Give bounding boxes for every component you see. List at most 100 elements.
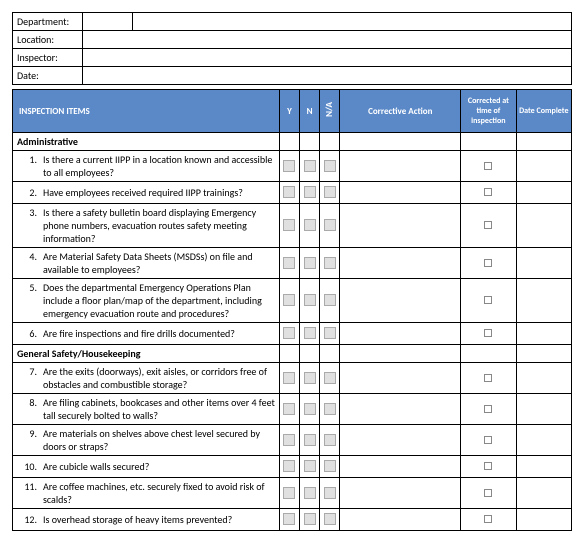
checkbox-na[interactable]	[324, 294, 336, 306]
checkbox-n[interactable]	[304, 460, 316, 472]
corrected-checkbox[interactable]	[484, 489, 492, 497]
date-complete-cell[interactable]	[516, 425, 571, 456]
corrected-checkbox[interactable]	[484, 162, 492, 170]
corrected-cell	[461, 204, 516, 248]
corrected-checkbox[interactable]	[484, 436, 492, 444]
checkbox-y[interactable]	[283, 186, 295, 198]
cell-y	[279, 456, 299, 478]
checkbox-y[interactable]	[283, 219, 295, 231]
corrective-action-cell[interactable]	[340, 394, 461, 425]
item-cell: 11.Are coffee machines, etc. securely fi…	[13, 478, 280, 509]
checkbox-na[interactable]	[324, 160, 336, 172]
checkbox-n[interactable]	[304, 487, 316, 499]
date-complete-cell[interactable]	[516, 204, 571, 248]
checkbox-n[interactable]	[304, 372, 316, 384]
table-row: 3.Is there a safety bulletin board displ…	[13, 204, 572, 248]
item-text: Are filing cabinets, bookcases and other…	[43, 396, 277, 422]
date-complete-cell[interactable]	[516, 478, 571, 509]
table-row: 12.Is overhead storage of heavy items pr…	[13, 509, 572, 531]
meta-table: Department: Location: Inspector: Date:	[12, 12, 572, 85]
date-complete-cell[interactable]	[516, 151, 571, 182]
date-field[interactable]	[83, 67, 572, 85]
checkbox-na[interactable]	[324, 257, 336, 269]
checkbox-y[interactable]	[283, 460, 295, 472]
corrected-checkbox[interactable]	[484, 329, 492, 337]
corrected-checkbox[interactable]	[484, 259, 492, 267]
corrective-action-cell[interactable]	[340, 478, 461, 509]
checkbox-y[interactable]	[283, 434, 295, 446]
item-number: 3.	[17, 206, 43, 245]
corrective-action-cell[interactable]	[340, 151, 461, 182]
cell-na	[320, 204, 340, 248]
checkbox-na[interactable]	[324, 487, 336, 499]
cell-n	[300, 425, 320, 456]
checkbox-n[interactable]	[304, 513, 316, 525]
checkbox-n[interactable]	[304, 327, 316, 339]
checkbox-y[interactable]	[283, 487, 295, 499]
corrected-checkbox[interactable]	[484, 296, 492, 304]
checkbox-na[interactable]	[324, 403, 336, 415]
checkbox-na[interactable]	[324, 186, 336, 198]
checkbox-y[interactable]	[283, 403, 295, 415]
corrected-checkbox[interactable]	[484, 221, 492, 229]
cell-na	[320, 478, 340, 509]
checkbox-n[interactable]	[304, 186, 316, 198]
checkbox-n[interactable]	[304, 294, 316, 306]
corrective-action-cell[interactable]	[340, 456, 461, 478]
corrective-action-cell[interactable]	[340, 509, 461, 531]
checkbox-y[interactable]	[283, 160, 295, 172]
checkbox-n[interactable]	[304, 219, 316, 231]
corrective-action-cell[interactable]	[340, 204, 461, 248]
corrective-action-cell[interactable]	[340, 323, 461, 345]
department-field-b[interactable]	[133, 13, 572, 31]
table-row: 11.Are coffee machines, etc. securely fi…	[13, 478, 572, 509]
corrective-action-cell[interactable]	[340, 363, 461, 394]
date-complete-cell[interactable]	[516, 363, 571, 394]
checkbox-y[interactable]	[283, 294, 295, 306]
checkbox-y[interactable]	[283, 257, 295, 269]
checkbox-na[interactable]	[324, 372, 336, 384]
checkbox-n[interactable]	[304, 403, 316, 415]
department-field-a[interactable]	[83, 13, 133, 31]
checkbox-y[interactable]	[283, 372, 295, 384]
location-field[interactable]	[83, 31, 572, 49]
corrective-action-cell[interactable]	[340, 182, 461, 204]
cell-n	[300, 478, 320, 509]
date-complete-cell[interactable]	[516, 248, 571, 279]
checkbox-na[interactable]	[324, 513, 336, 525]
cell-y	[279, 425, 299, 456]
item-cell: 12.Is overhead storage of heavy items pr…	[13, 509, 280, 531]
section-header: Administrative	[13, 133, 572, 151]
corrected-checkbox[interactable]	[484, 188, 492, 196]
checkbox-n[interactable]	[304, 257, 316, 269]
checkbox-na[interactable]	[324, 460, 336, 472]
date-complete-cell[interactable]	[516, 394, 571, 425]
checkbox-na[interactable]	[324, 327, 336, 339]
corrected-checkbox[interactable]	[484, 515, 492, 523]
item-number: 6.	[17, 327, 43, 340]
item-number: 1.	[17, 153, 43, 179]
date-complete-cell[interactable]	[516, 323, 571, 345]
checkbox-y[interactable]	[283, 327, 295, 339]
date-complete-cell[interactable]	[516, 509, 571, 531]
inspector-field[interactable]	[83, 49, 572, 67]
date-complete-cell[interactable]	[516, 182, 571, 204]
checkbox-na[interactable]	[324, 219, 336, 231]
checkbox-na[interactable]	[324, 434, 336, 446]
corrected-checkbox[interactable]	[484, 374, 492, 382]
date-complete-cell[interactable]	[516, 279, 571, 323]
corrected-cell	[461, 478, 516, 509]
corrective-action-cell[interactable]	[340, 248, 461, 279]
cell-y	[279, 248, 299, 279]
checkbox-n[interactable]	[304, 434, 316, 446]
item-cell: 1.Is there a current IIPP in a location …	[13, 151, 280, 182]
corrective-action-cell[interactable]	[340, 279, 461, 323]
checkbox-n[interactable]	[304, 160, 316, 172]
corrective-action-cell[interactable]	[340, 425, 461, 456]
date-complete-cell[interactable]	[516, 456, 571, 478]
checkbox-y[interactable]	[283, 513, 295, 525]
cell-na	[320, 248, 340, 279]
corrected-checkbox[interactable]	[484, 405, 492, 413]
corrected-checkbox[interactable]	[484, 462, 492, 470]
corrected-cell	[461, 323, 516, 345]
